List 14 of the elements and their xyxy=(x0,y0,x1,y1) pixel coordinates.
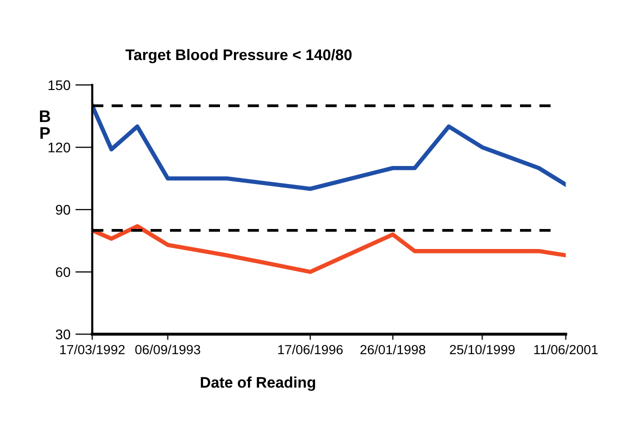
chart-title: Target Blood Pressure < 140/80 xyxy=(126,48,352,64)
y-tick-label: 120 xyxy=(48,142,70,152)
y-tick-label: 150 xyxy=(48,80,70,90)
x-tick-label: 06/09/1993 xyxy=(135,344,200,354)
y-tick-label: 60 xyxy=(56,267,70,278)
y-axis-title: BP xyxy=(40,110,50,139)
y-tick-label: 30 xyxy=(56,330,70,340)
x-tick-label: 26/01/1998 xyxy=(360,344,426,354)
y-tick-label: 90 xyxy=(56,204,70,215)
x-axis-title: Date of Reading xyxy=(200,376,316,391)
x-tick-label: 11/06/2001 xyxy=(534,344,598,354)
x-tick-label: 17/06/1996 xyxy=(278,344,343,354)
x-tick-label: 17/03/1992 xyxy=(60,344,125,354)
x-tick-label: 25/10/1999 xyxy=(450,344,515,354)
